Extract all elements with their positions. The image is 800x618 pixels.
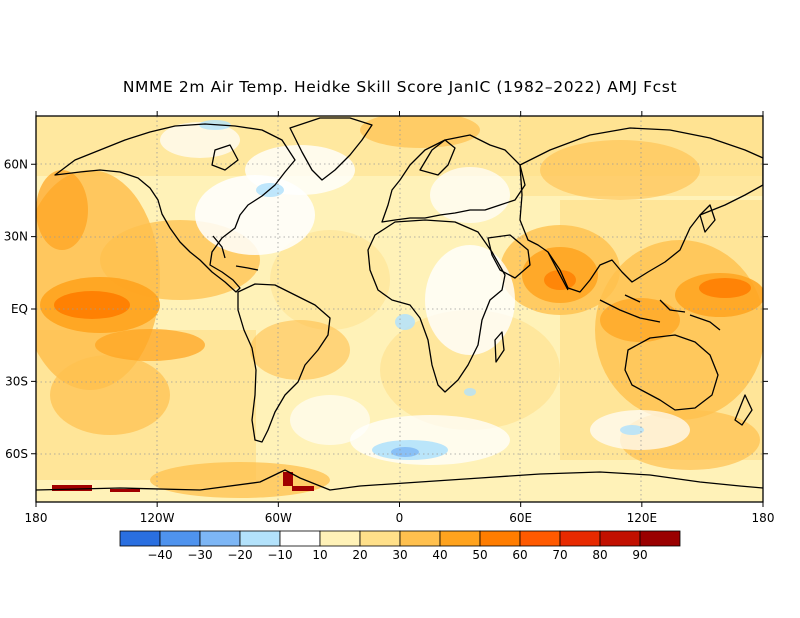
longitude-axis: 180 120W 60W 0 60E 120E 180 (25, 111, 775, 525)
coast-greenland (289, 117, 373, 181)
lon-label: 120W (140, 511, 175, 525)
colorbar-swatch (159, 530, 201, 547)
lat-label: 30S (5, 374, 28, 388)
lat-label: 30N (4, 230, 28, 244)
coast-south-america (237, 283, 331, 443)
colorbar-label: 40 (432, 548, 447, 562)
lon-label: 180 (25, 511, 48, 525)
lat-label: EQ (11, 302, 28, 316)
coast-japan (699, 204, 716, 233)
colorbar-swatch (359, 530, 401, 547)
colorbar-label: 80 (592, 548, 607, 562)
map-area (36, 116, 763, 502)
colorbar-swatch (439, 530, 481, 547)
coast-scandinavia (419, 139, 456, 176)
coast-hudson-bay (211, 144, 239, 171)
lon-label: 180 (752, 511, 775, 525)
field-50-60 (54, 270, 751, 319)
colorbar-label: 90 (632, 548, 647, 562)
colorbar-label: −40 (147, 548, 172, 562)
coast-asia (519, 127, 763, 293)
coast-new-zealand (734, 394, 753, 426)
coast-africa (367, 219, 506, 393)
colorbar-swatch (519, 530, 561, 547)
coast-north-america (54, 123, 296, 293)
colorbar-swatch (399, 530, 441, 547)
colorbar: −40 −30 −20 −10 10 20 30 40 50 60 70 80 90 (119, 530, 681, 562)
colorbar-label: 10 (312, 548, 327, 562)
colorbar-label: 50 (472, 548, 487, 562)
colorbar-swatch (559, 530, 601, 547)
colorbar-swatch (199, 530, 241, 547)
coastlines (36, 117, 763, 491)
map-title: NMME 2m Air Temp. Heidke Skill Score Jan… (122, 78, 678, 96)
field-high-skill (52, 472, 314, 492)
colorbar-label: 60 (512, 548, 527, 562)
lon-label: 60E (509, 511, 532, 525)
colorbar-label: −10 (267, 548, 292, 562)
lat-label: 60N (4, 157, 28, 171)
colorbar-label: 20 (352, 548, 367, 562)
lon-label: 0 (396, 511, 404, 525)
colorbar-swatch (119, 530, 161, 547)
coast-indonesia (599, 294, 721, 331)
field-negative-core (391, 447, 419, 457)
colorbar-swatch (239, 530, 281, 547)
lat-label: 60S (5, 447, 28, 461)
colorbar-label: 30 (392, 548, 407, 562)
coast-antarctica (36, 469, 763, 491)
colorbar-swatch (319, 530, 361, 547)
coast-florida (212, 235, 226, 259)
coast-india (547, 251, 569, 291)
latitude-axis: 60N 30N EQ 30S 60S (4, 157, 768, 461)
colorbar-swatch (599, 530, 641, 547)
colorbar-label: −20 (227, 548, 252, 562)
colorbar-swatch (279, 530, 321, 547)
coast-arabia (487, 234, 531, 279)
colorbar-label: −30 (187, 548, 212, 562)
lon-label: 60W (265, 511, 292, 525)
coast-europe (381, 134, 526, 223)
colorbar-swatch (639, 530, 681, 547)
colorbar-label: 70 (552, 548, 567, 562)
colorbar-swatch (479, 530, 521, 547)
coast-australia (624, 334, 719, 411)
coast-caribbean (235, 265, 259, 271)
coast-madagascar (494, 331, 505, 363)
lon-label: 120E (627, 511, 658, 525)
